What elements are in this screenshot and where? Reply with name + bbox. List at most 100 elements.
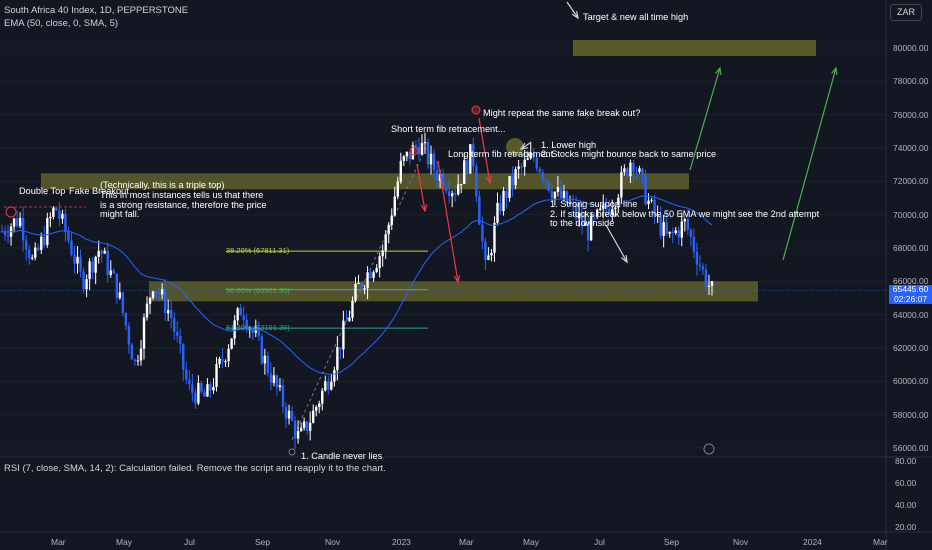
candle-body: [106, 250, 109, 276]
short-fib-marker: [409, 146, 419, 156]
candle-body: [568, 203, 572, 205]
candle-body: [109, 270, 112, 276]
candle-body: [444, 188, 448, 192]
time-tick-label: May: [116, 537, 133, 547]
annotation-double-top[interactable]: Double Top: [19, 186, 66, 196]
candle-body: [466, 160, 469, 174]
red-arrow-3-head: [485, 176, 493, 185]
candle-body: [550, 190, 554, 199]
annotation-support-1[interactable]: 1. Strong support line: [550, 199, 638, 209]
candle-body: [589, 215, 593, 241]
candle-body: [176, 331, 179, 336]
candle-body: [520, 166, 523, 168]
annotation-lower-high-1[interactable]: 1. Lower high: [541, 140, 597, 150]
candle-body: [372, 271, 375, 278]
repeat-marker: [471, 105, 481, 115]
time-tick-label: Nov: [733, 537, 749, 547]
annotation-triple-top-1[interactable]: (Technically, this is a triple top): [100, 180, 225, 190]
annotation-short-fib[interactable]: Short term fib retracement...: [391, 124, 506, 134]
candle-body: [354, 283, 357, 301]
candle-body: [453, 193, 457, 195]
candle-body: [432, 153, 436, 171]
rsi-tick-label: 60.00: [895, 478, 917, 488]
candle-body: [215, 364, 218, 387]
candle-body: [559, 187, 563, 198]
annotation-repeat-fake-break[interactable]: Might repeat the same fake break out?: [483, 108, 641, 118]
candle-body: [188, 379, 191, 385]
candle-body: [124, 312, 128, 326]
candle-body: [496, 202, 499, 223]
candle-body: [511, 175, 514, 186]
candle-body: [40, 236, 43, 250]
candle-body: [299, 427, 303, 431]
annotation-long-fib[interactable]: Long term fib retracement: [448, 149, 554, 159]
white-arrow-3: [520, 142, 531, 150]
annotation-support-3[interactable]: to the downside: [550, 218, 615, 228]
candle-body: [647, 200, 650, 205]
rsi-tick-label: 20.00: [895, 522, 917, 532]
candle-body: [91, 261, 94, 273]
annotation-lower-high-2[interactable]: 2. Stocks might bounce back to same pric…: [541, 149, 717, 159]
candle-body: [641, 168, 644, 175]
candle-body: [671, 231, 674, 234]
candle-body: [100, 250, 103, 254]
fib-label-38: 38.20% (67811.31): [226, 246, 290, 255]
annotation-fake-breakout[interactable]: Fake Breakout: [69, 186, 129, 196]
candle-body: [115, 273, 119, 299]
candle-body: [103, 250, 106, 254]
price-tick-label: 72000.00: [893, 176, 929, 187]
candle-body: [79, 256, 82, 272]
candle-body: [505, 190, 508, 198]
candle-body: [360, 283, 363, 289]
candle-body: [305, 421, 309, 431]
annotation-target[interactable]: Target & new all time high: [583, 12, 689, 22]
ema-indicator-label[interactable]: EMA (50, close, 0, SMA, 5): [4, 18, 119, 29]
candle-body: [269, 373, 273, 383]
candle-body: [447, 191, 451, 197]
candle-body: [583, 222, 587, 226]
candle-body: [526, 158, 529, 160]
candle-body: [348, 317, 351, 322]
candle-body: [435, 170, 439, 181]
annotation-support-2[interactable]: 2. If stocks break below the 50 EMA we m…: [550, 209, 820, 219]
candle-body: [363, 288, 366, 290]
annotation-triple-top-2[interactable]: This in most instances tells us that the…: [100, 190, 264, 200]
fib-label-61: 61.80% (63191.39): [226, 323, 290, 332]
candle-body: [339, 347, 342, 350]
time-tick-label: 2023: [392, 537, 411, 547]
candle-body: [399, 160, 403, 182]
candle-body: [281, 385, 285, 407]
candle-body: [333, 370, 336, 382]
candle-body: [324, 381, 327, 391]
candle-body: [617, 197, 620, 208]
candle-body: [608, 208, 611, 214]
candle-body: [342, 320, 345, 350]
candle-body: [602, 203, 605, 209]
time-tick-label: Sep: [255, 537, 271, 547]
time-tick-label: Sep: [664, 537, 680, 547]
symbol-title[interactable]: South Africa 40 Index, 1D, PEPPERSTONE: [4, 5, 189, 16]
candle-body: [351, 300, 354, 318]
candle-body: [644, 174, 647, 205]
annotation-triple-top-3[interactable]: is a strong resistance, therefore the pr…: [100, 200, 267, 210]
candle-body: [656, 214, 659, 216]
price-tick-label: 80000.00: [893, 43, 929, 53]
candle-body: [423, 142, 427, 144]
fib-trend-line: [291, 142, 429, 440]
annotation-candle-never-lies[interactable]: 1. Candle never lies: [301, 451, 383, 461]
price-tick-label: 58000.00: [893, 409, 929, 420]
annotation-triple-top-4[interactable]: might fall.: [100, 209, 140, 219]
candle-body: [130, 344, 134, 360]
currency-button[interactable]: ZAR: [890, 4, 922, 21]
chart-legend: South Africa 40 Index, 1D, PEPPERSTONE E…: [4, 4, 188, 30]
green-arrow-1-head: [715, 66, 722, 76]
red-arrow-3: [478, 117, 491, 184]
candle-body: [327, 381, 330, 390]
candle-body: [157, 291, 161, 295]
candle-body: [345, 320, 348, 322]
candle-body: [378, 256, 381, 268]
candle-body: [517, 166, 520, 170]
candle-body: [535, 157, 538, 169]
